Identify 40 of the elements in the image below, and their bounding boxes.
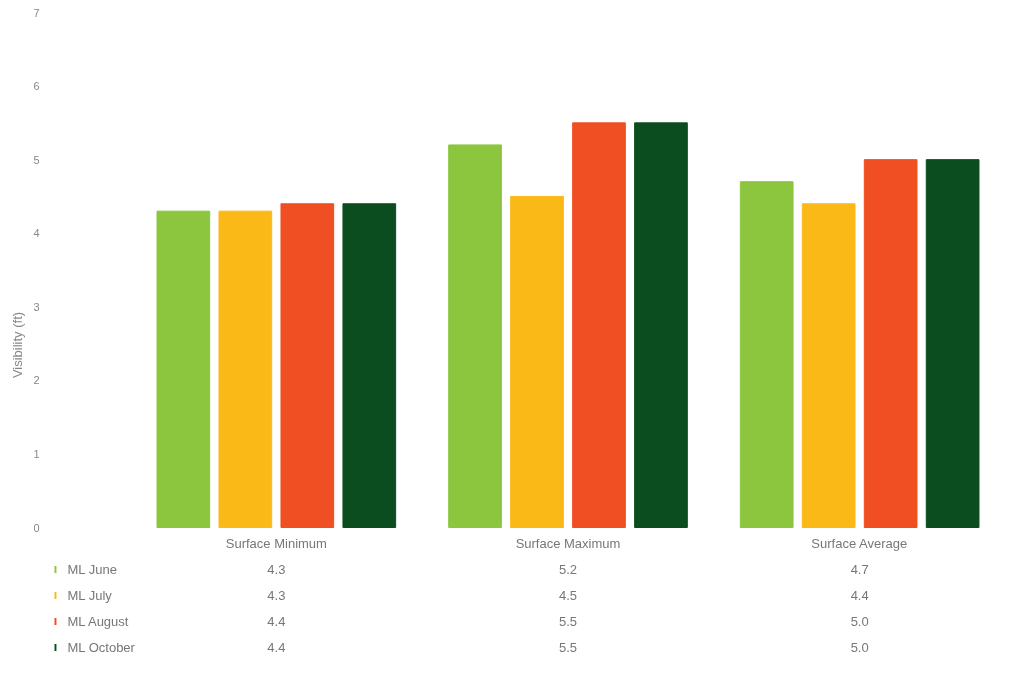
data-label: 4.4 bbox=[267, 614, 286, 629]
y-tick-label: 3 bbox=[33, 300, 40, 313]
bar bbox=[863, 159, 918, 528]
data-label: 4.5 bbox=[558, 588, 578, 603]
legend-label: ML July bbox=[67, 588, 113, 603]
data-label: 5.0 bbox=[850, 614, 869, 629]
bar bbox=[739, 181, 794, 528]
bar bbox=[572, 122, 626, 528]
y-tick-label: 7 bbox=[33, 6, 40, 19]
data-label: 5.0 bbox=[850, 640, 869, 655]
data-label: 5.5 bbox=[558, 614, 578, 629]
data-label: 4.3 bbox=[267, 562, 286, 577]
x-tick-label: Surface Minimum bbox=[225, 536, 327, 551]
legend-label: ML August bbox=[67, 614, 129, 629]
y-tick-label: 6 bbox=[33, 80, 40, 93]
legend-label: ML October bbox=[67, 640, 136, 655]
bar bbox=[925, 159, 980, 528]
y-tick-label: 2 bbox=[33, 374, 40, 387]
legend-label: ML June bbox=[67, 562, 117, 577]
x-tick-label: Surface Average bbox=[811, 536, 908, 551]
bar bbox=[342, 203, 397, 528]
data-label: 4.4 bbox=[267, 640, 286, 655]
y-tick-label: 4 bbox=[33, 227, 40, 240]
y-tick-label: 1 bbox=[33, 447, 40, 460]
bar bbox=[218, 210, 273, 528]
data-label: 4.3 bbox=[267, 588, 286, 603]
bar bbox=[156, 210, 211, 528]
bar bbox=[634, 122, 688, 528]
data-label: 4.4 bbox=[850, 588, 869, 603]
x-tick-label: Surface Maximum bbox=[515, 536, 621, 551]
bar bbox=[510, 195, 564, 528]
data-label: 5.2 bbox=[558, 562, 578, 577]
data-label: 5.5 bbox=[558, 640, 578, 655]
y-axis-title: Visibility (ft) bbox=[10, 311, 26, 379]
y-tick-label: 5 bbox=[33, 153, 40, 166]
y-tick-label: 0 bbox=[33, 521, 40, 534]
bar bbox=[801, 203, 856, 528]
data-label: 4.7 bbox=[850, 562, 869, 577]
bar bbox=[448, 144, 502, 528]
bar bbox=[280, 203, 335, 528]
